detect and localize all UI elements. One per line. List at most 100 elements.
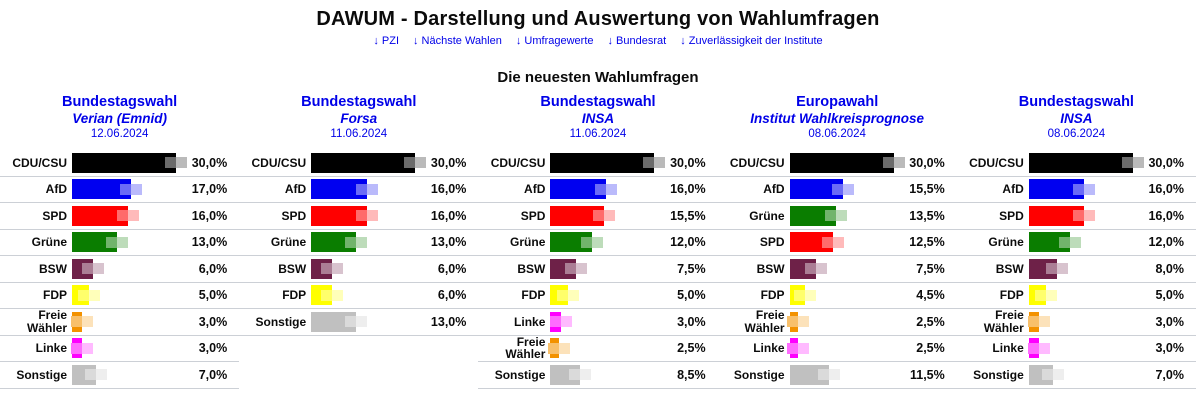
range-marker-outer [1053,369,1065,381]
party-bar [1028,205,1096,226]
range-marker-outer [356,236,368,248]
range-marker-outer [836,210,848,222]
party-value: 7,0% [198,367,228,382]
poll-column-0[interactable]: Bundestagswahl Verian (Emnid) 12.06.2024 CD… [0,94,240,389]
range-marker-inner [106,236,118,248]
range-marker-outer [576,263,588,275]
range-marker-inner [1073,183,1085,195]
range-marker-outer [567,289,579,301]
party-label: Grüne [270,235,307,249]
poll-row: FDP 6,0% [239,283,479,309]
party-label: Freie Wähler [983,308,1024,335]
range-marker-outer [127,210,139,222]
party-label: SPD [281,208,307,223]
poll-column-4[interactable]: Bundestagswahl INSA 08.06.2024 CDU/CSU 30,0%… [956,94,1196,389]
range-marker-inner [1042,369,1054,381]
bar-cell [549,311,657,332]
party-bar [1028,285,1058,306]
poll-election-title: Bundestagswahl [61,94,178,110]
range-marker-outer [89,289,101,301]
poll-election-title: Bundestagswahl [540,94,656,110]
bar-cell [1028,205,1136,226]
poll-row: CDU/CSU 30,0% [0,150,240,177]
range-marker-outer [560,316,572,328]
poll-row: BSW 6,0% [239,256,479,283]
party-bar [311,205,378,226]
range-marker-inner [568,369,580,381]
poll-row: Linke 3,0% [956,336,1196,362]
nav-link-1[interactable]: ↓ Nächste Wahlen [413,35,502,47]
party-label: FDP [999,288,1024,302]
party-bar [789,364,841,385]
party-value: 13,0% [430,235,467,250]
nav-link-0[interactable]: ↓ PZI [373,35,399,47]
party-value: 15,5% [909,182,945,197]
bar-cell [1028,179,1136,200]
party-label: Sonstige [16,367,67,382]
range-marker-outer [604,210,616,222]
poll-row: Freie Wähler 2,5% [478,336,718,362]
party-bar [311,258,343,279]
poll-column-2[interactable]: Bundestagswahl INSA 11.06.2024 CDU/CSU 30,0%… [478,94,718,389]
nav-link-2[interactable]: ↓ Umfragewerte [515,35,594,47]
bar-cell [789,364,897,385]
party-bar [550,258,588,279]
range-marker-inner [321,289,332,301]
range-marker-outer [366,183,378,195]
party-label: SPD [999,208,1024,223]
poll-row: SPD 12,5% [717,230,957,256]
party-bar [1028,338,1051,359]
range-marker-outer [117,236,129,248]
bar-cell [1028,338,1136,359]
nav-link-3[interactable]: ↓ Bundesrat [607,35,667,47]
range-marker-outer [592,236,603,248]
range-marker-inner [1028,316,1040,328]
range-marker-inner [643,157,655,169]
poll-date: 11.06.2024 [569,128,627,140]
range-marker-outer [893,157,905,169]
poll-election-title: Bundestagswahl [301,94,417,110]
poll-column-1[interactable]: Bundestagswahl Forsa 11.06.2024 CDU/CSU 30,0… [239,94,479,389]
party-label: BSW [39,261,67,276]
poll-row: FDP 4,5% [717,283,957,309]
poll-institute: INSA [1060,111,1093,126]
bar-cell [789,285,897,306]
range-marker-inner [119,183,131,195]
bar-cell [550,152,666,173]
range-marker-inner [549,316,561,328]
party-label: CDU/CSU [969,155,1024,170]
party-bar [789,285,817,306]
nav-link-4[interactable]: ↓ Zuverlässigkeit der Institute [680,35,823,47]
party-bar [71,311,94,332]
poll-row: AfD 16,0% [478,177,718,203]
party-bar [549,311,572,332]
poll-column-3[interactable]: Europawahl Institut Wahlkreisprognose 08.0… [717,94,957,389]
range-marker-outer [1070,236,1082,248]
poll-row: CDU/CSU 30,0% [239,150,479,177]
party-value: 3,0% [198,314,228,329]
range-marker-inner [581,236,592,248]
bar-cell [311,258,418,279]
bar-cell [72,152,188,173]
party-value: 3,0% [1155,314,1184,329]
party-bar [311,179,378,200]
poll-row: Sonstige 11,5% [717,362,957,389]
range-marker-outer [82,316,94,328]
party-bar [550,152,666,173]
range-marker-inner [548,342,560,354]
range-marker-inner [804,263,816,275]
party-label: Grüne [988,235,1024,249]
poll-header: Bundestagswahl Forsa 11.06.2024 [239,94,478,141]
party-bar [548,338,571,359]
bar-cell [1028,364,1136,385]
bar-cell [550,232,657,253]
party-label: BSW [278,261,307,276]
bar-cell [1028,258,1136,279]
party-label: Grüne [510,235,546,249]
range-marker-inner [593,210,605,222]
party-value: 16,0% [1148,208,1184,223]
range-marker-outer [1084,183,1096,195]
party-value: 16,0% [430,182,467,197]
party-bar [1028,232,1082,253]
party-bar [311,152,427,173]
